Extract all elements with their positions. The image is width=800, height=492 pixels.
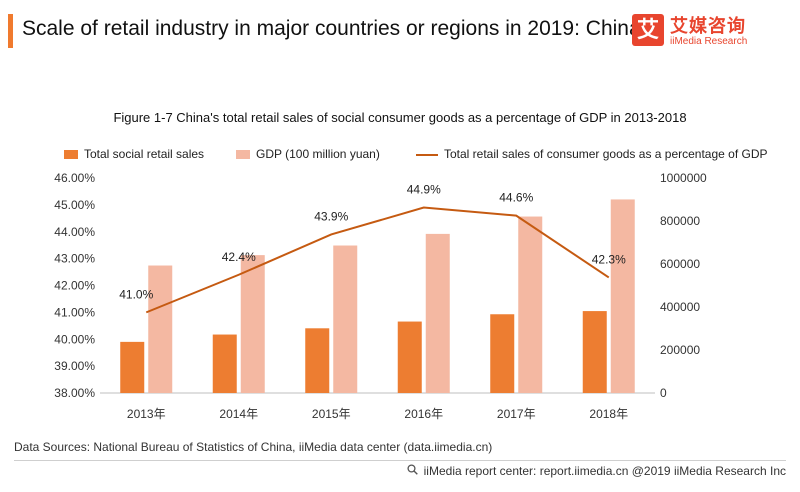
- ratio-data-label: 44.6%: [499, 191, 533, 205]
- y-left-tick-label: 42.00%: [54, 279, 95, 293]
- bar-retail-sales: [582, 311, 607, 393]
- x-tick-label: 2013年: [127, 407, 166, 421]
- bar-gdp: [333, 245, 358, 393]
- legend-label-gdp: GDP (100 million yuan): [256, 147, 380, 161]
- ratio-line: [145, 206, 610, 314]
- bar-gdp: [518, 216, 543, 393]
- ratio-data-label: 43.9%: [314, 209, 348, 223]
- y-right-tick-label: 200000: [660, 343, 700, 357]
- y-right-tick-label: 1000000: [660, 171, 707, 185]
- iimedia-logo: 艾 艾媒咨询 iiMedia Research: [632, 10, 792, 54]
- y-left-tick-label: 44.00%: [54, 225, 95, 239]
- legend-label-retail: Total social retail sales: [84, 147, 205, 161]
- y-left-tick-label: 46.00%: [54, 171, 95, 185]
- x-tick-label: 2016年: [404, 407, 443, 421]
- legend-swatch-gdp: [236, 150, 250, 159]
- logo-english-name: iiMedia Research: [670, 36, 748, 47]
- ratio-data-label: 42.3%: [592, 252, 626, 266]
- y-left-tick-label: 40.00%: [54, 332, 95, 346]
- ratio-data-label: 44.9%: [407, 183, 441, 197]
- y-left-tick-label: 43.00%: [54, 252, 95, 266]
- data-source-note: Data Sources: National Bureau of Statist…: [14, 440, 493, 454]
- legend-swatch-ratio: [416, 154, 438, 156]
- footer-text: iiMedia report center: report.iimedia.cn…: [423, 464, 786, 478]
- logo-glyph: 艾: [636, 17, 659, 42]
- y-right-tick-label: 800000: [660, 214, 700, 228]
- bar-retail-sales: [305, 328, 330, 393]
- legend-swatch-retail: [64, 150, 78, 159]
- y-right-tick-label: 400000: [660, 300, 700, 314]
- y-right-tick-label: 0: [660, 386, 667, 400]
- bar-gdp: [425, 233, 450, 393]
- bar-retail-sales: [120, 341, 145, 393]
- y-left-tick-label: 45.00%: [54, 198, 95, 212]
- page-title: Scale of retail industry in major countr…: [22, 17, 641, 40]
- logo-mark: [632, 14, 664, 46]
- footer-divider: [14, 460, 786, 461]
- bar-gdp: [610, 199, 635, 393]
- bar-retail-sales: [397, 321, 422, 393]
- x-tick-label: 2015年: [312, 407, 351, 421]
- bar-gdp: [148, 265, 173, 393]
- x-tick-label: 2014年: [219, 407, 258, 421]
- logo-chinese-name: 艾媒咨询: [670, 16, 746, 36]
- footer: iiMedia report center: report.iimedia.cn…: [407, 464, 786, 478]
- y-left-tick-label: 39.00%: [54, 359, 95, 373]
- ratio-data-label: 41.0%: [119, 287, 153, 301]
- magnifier-icon: [407, 464, 419, 478]
- bar-retail-sales: [490, 314, 515, 393]
- y-left-tick-label: 38.00%: [54, 386, 95, 400]
- x-tick-label: 2018年: [589, 407, 628, 421]
- chart-title: Figure 1-7 China's total retail sales of…: [113, 110, 687, 125]
- y-left-tick-label: 41.00%: [54, 305, 95, 319]
- bar-retail-sales: [212, 334, 237, 393]
- title-accent-bar: [8, 14, 13, 48]
- x-tick-label: 2017年: [497, 407, 536, 421]
- legend-label-ratio: Total retail sales of consumer goods as …: [444, 147, 768, 161]
- y-right-tick-label: 600000: [660, 257, 700, 271]
- ratio-data-label: 42.4%: [222, 250, 256, 264]
- bar-gdp: [240, 255, 265, 393]
